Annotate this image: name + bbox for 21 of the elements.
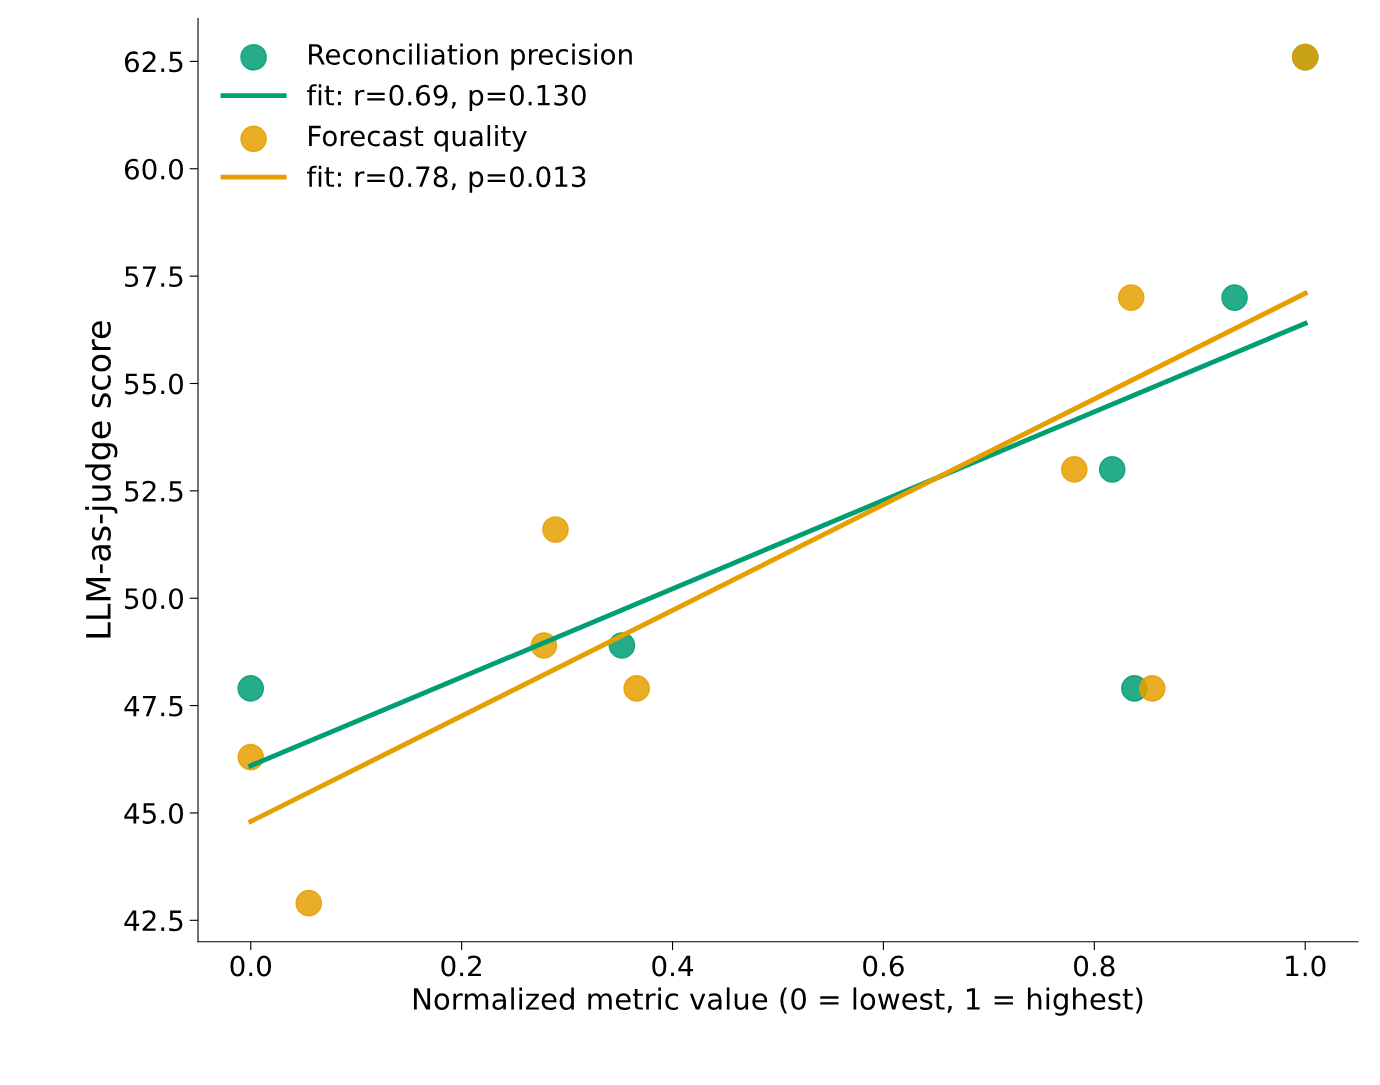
x-tick-label: 0.0 — [230, 955, 271, 977]
y-tick-label: 52.5 — [125, 480, 183, 502]
y-tick-label: 47.5 — [124, 695, 183, 717]
x-tick-label: 0.4 — [652, 955, 694, 977]
y-tick-label: 42.5 — [124, 910, 183, 932]
x-tick-label: 0.6 — [863, 955, 904, 977]
y-tick-label: 57.5 — [125, 266, 183, 288]
x-tick-label: 1.0 — [1286, 955, 1326, 977]
y-tick-label: 62.5 — [124, 51, 183, 73]
y-tick-label: 60.0 — [124, 158, 183, 180]
legend-label: fit: r=0.69, p=0.130 — [307, 84, 586, 112]
y-tick-label: 55.0 — [125, 373, 183, 395]
legend-label: fit: r=0.78, p=0.013 — [307, 165, 586, 193]
x-tick-label: 0.8 — [1074, 955, 1115, 977]
y-axis-title: LLM-as-judge score — [85, 321, 118, 638]
y-tick-label: 50.0 — [125, 588, 183, 610]
legend-label: Forecast quality — [309, 124, 527, 152]
x-axis-title: Normalized metric value (0 = lowest, 1 = highest) — [413, 987, 1143, 1016]
y-tick-label: 45.0 — [124, 802, 183, 824]
legend-label: Reconciliation precision — [309, 43, 632, 71]
x-tick-label: 0.2 — [441, 955, 481, 977]
